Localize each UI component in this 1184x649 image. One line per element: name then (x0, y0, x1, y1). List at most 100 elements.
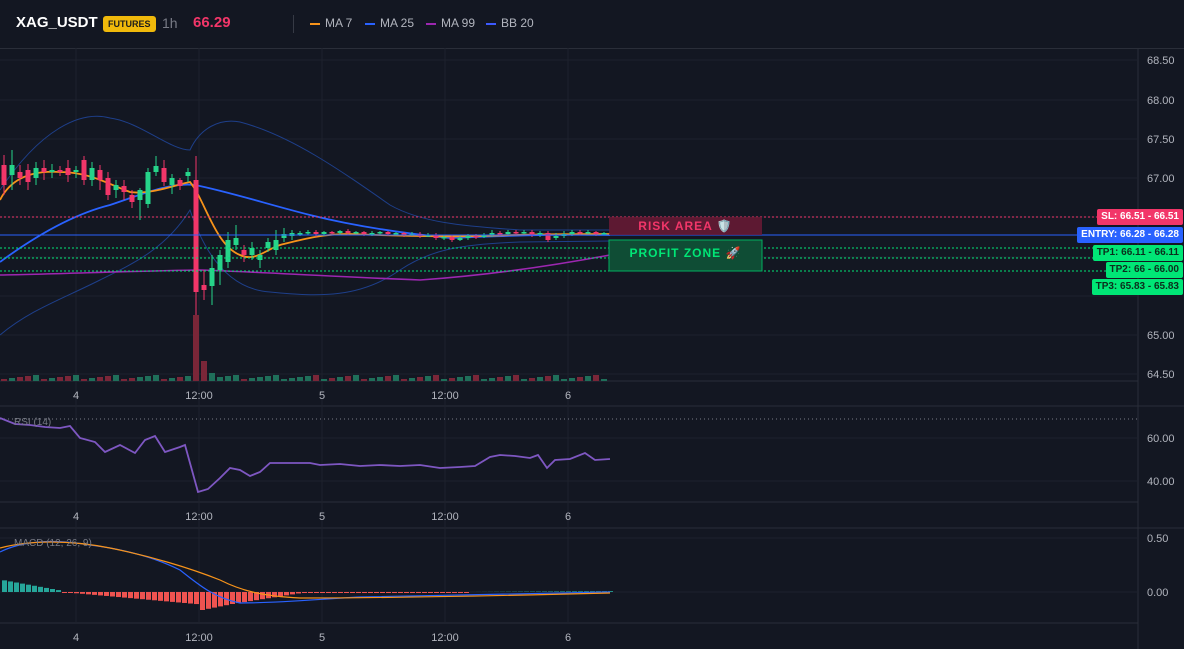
macd-bar (302, 592, 307, 593)
candle-body (145, 172, 151, 204)
candlesticks[interactable] (1, 150, 607, 315)
chart-header: XAG_USDT FUTURES 1h 66.29 MA 7 MA 25 MA … (0, 0, 1184, 49)
macd-bar (56, 590, 61, 592)
candle-body (441, 237, 447, 239)
macd-bar (104, 592, 109, 596)
macd-bar (26, 584, 31, 592)
price-axis[interactable]: 68.50 68.00 67.50 67.00 65.00 64.50 60.0… (1147, 55, 1175, 599)
macd-bar (326, 592, 331, 593)
volume-bar (441, 379, 447, 381)
price-tick: 68.50 (1147, 55, 1175, 67)
volume-bar (569, 378, 575, 381)
candle-body (265, 242, 271, 248)
legend-ma7[interactable]: MA 7 (310, 16, 352, 30)
macd-bar (38, 586, 43, 592)
time-tick: 6 (565, 511, 571, 523)
candle-body (321, 232, 327, 234)
candle-body (113, 185, 119, 190)
volume-bar (361, 379, 367, 381)
macd-bar (14, 582, 19, 592)
candle-body (89, 168, 95, 180)
volume-bar (297, 377, 303, 381)
candle-body (57, 170, 63, 172)
time-tick: 12:00 (431, 511, 459, 523)
volume-bar (105, 376, 111, 381)
horizontal-grid (0, 59, 1138, 593)
rocket-icon: 🚀 (725, 246, 742, 260)
macd-bar (122, 592, 127, 598)
macd-bar (98, 592, 103, 596)
price-tick: 67.50 (1147, 134, 1175, 146)
time-tick: 12:00 (431, 632, 459, 644)
volume-bar (553, 375, 559, 381)
candle-body (97, 170, 103, 180)
candle-body (553, 236, 559, 238)
candle-body (505, 232, 511, 234)
candle-body (345, 231, 351, 233)
volume-bar (345, 376, 351, 381)
time-tick: 5 (319, 390, 325, 402)
candle-body (81, 160, 87, 180)
macd-bar (452, 592, 457, 593)
legend-ma25[interactable]: MA 25 (365, 16, 414, 30)
bb-lower (0, 208, 611, 336)
time-axis[interactable]: 4 12:00 5 12:00 6 4 12:00 5 12:00 6 4 12… (73, 390, 571, 644)
macd-bar (92, 592, 97, 595)
macd-bar (332, 592, 337, 593)
profit-zone-box[interactable] (608, 239, 763, 272)
candle-body (537, 233, 543, 235)
rsi-line (0, 417, 611, 494)
volume-bar (409, 378, 415, 381)
macd-bar (566, 591, 571, 592)
macd-bar (50, 589, 55, 592)
candle-body (233, 238, 239, 245)
candle-body (169, 178, 175, 185)
candle-body (25, 170, 31, 182)
sl-price-tag[interactable]: SL: 66.51 - 66.51 (1097, 209, 1183, 225)
candle-body (281, 234, 287, 238)
volume-bar (1, 379, 7, 381)
candle-body (225, 240, 231, 262)
macd-bar (224, 592, 229, 606)
macd-bar (368, 592, 373, 593)
candle-body (601, 233, 607, 235)
volume-bar (249, 378, 255, 381)
candle-body (465, 236, 471, 238)
volume-bar (473, 375, 479, 381)
volume-bar (257, 377, 263, 381)
macd-bar (428, 592, 433, 593)
macd-bar (380, 592, 385, 593)
symbol-name[interactable]: XAG_USDT (16, 14, 98, 31)
time-tick: 12:00 (185, 632, 213, 644)
tp3-price-tag[interactable]: TP3: 65.83 - 65.83 (1091, 279, 1183, 295)
volume-bar (433, 375, 439, 381)
volume-bar (185, 376, 191, 381)
candle-body (201, 285, 207, 290)
volume-bar (497, 377, 503, 381)
interval-selector[interactable]: 1h (162, 15, 178, 31)
macd-bar (62, 592, 67, 593)
legend-bb20[interactable]: BB 20 (486, 16, 534, 30)
tp2-price-tag[interactable]: TP2: 66 - 66.00 (1105, 262, 1183, 278)
macd-bar (128, 592, 133, 599)
candle-body (9, 165, 15, 175)
candle-body (449, 237, 455, 240)
time-tick: 4 (73, 632, 79, 644)
risk-area-box[interactable] (609, 217, 762, 235)
entry-price-tag[interactable]: ENTRY: 66.28 - 66.28 (1077, 227, 1183, 243)
candle-body (425, 235, 431, 237)
macd-bar (446, 592, 451, 593)
macd-label: MACD (12, 26, 9) (14, 538, 92, 549)
macd-bar (140, 592, 145, 600)
volume-bar (593, 375, 599, 381)
time-tick: 5 (319, 511, 325, 523)
legend-ma99[interactable]: MA 99 (426, 16, 475, 30)
candle-body (433, 235, 439, 238)
volume-bar (81, 379, 87, 381)
volume-bars (1, 315, 607, 381)
volume-bar (217, 377, 223, 381)
tp1-price-tag[interactable]: TP1: 66.11 - 66.11 (1092, 245, 1183, 261)
macd-bar (134, 592, 139, 599)
volume-bar (537, 377, 543, 381)
